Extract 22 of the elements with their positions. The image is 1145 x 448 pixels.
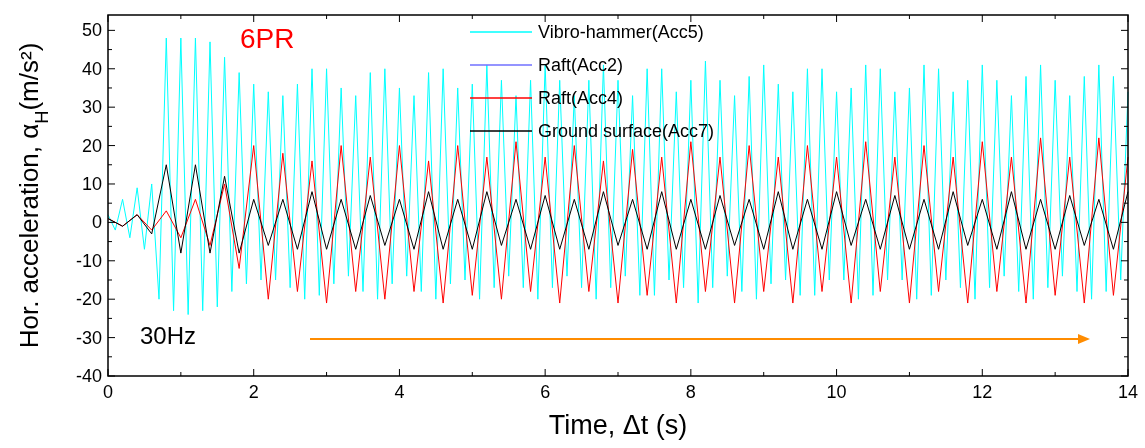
y-tick-label: 10 — [81, 173, 102, 194]
x-tick-label: 2 — [248, 382, 259, 402]
y-tick-label: -10 — [75, 250, 102, 271]
y-tick-label: -20 — [75, 289, 102, 310]
x-tick-label: 4 — [394, 382, 405, 402]
legend-label: Raft(Acc2) — [538, 55, 624, 75]
y-tick-label: 50 — [81, 20, 102, 41]
x-tick-label: 12 — [972, 382, 993, 402]
y-tick-label: 30 — [81, 97, 102, 118]
x-axis-title: Time, Δt (s) — [548, 410, 688, 440]
y-tick-label: 20 — [81, 135, 102, 156]
y-tick-label: 40 — [81, 58, 102, 79]
y-tick-label: -30 — [75, 327, 102, 348]
annotation: 30Hz — [140, 322, 197, 349]
y-tick-label: -40 — [75, 366, 102, 386]
x-tick-label: 10 — [826, 382, 847, 402]
x-tick-label: 8 — [685, 382, 696, 402]
x-tick-label: 6 — [540, 382, 551, 402]
x-tick-label: 14 — [1117, 382, 1139, 402]
legend-label: Vibro-hammer(Acc5) — [538, 22, 704, 42]
annotation: 6PR — [240, 23, 295, 54]
y-tick-label: 0 — [91, 212, 102, 233]
